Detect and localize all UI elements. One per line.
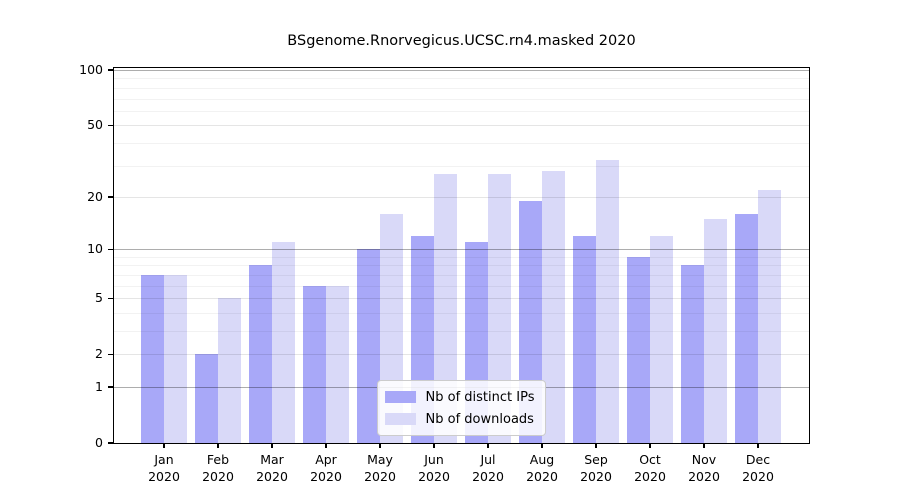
x-tick-dec [757, 443, 759, 448]
x-tick-label-jul: Jul 2020 [472, 452, 504, 484]
legend: Nb of distinct IPs Nb of downloads [376, 380, 547, 436]
x-tick-label-aug: Aug 2020 [526, 452, 558, 484]
bar-distinct-ips-apr [303, 285, 326, 443]
bar-downloads-nov [704, 218, 727, 443]
bar-downloads-apr [326, 285, 349, 443]
x-tick-label-nov: Nov 2020 [688, 452, 720, 484]
x-tick-mar [271, 443, 273, 448]
x-tick-label-feb: Feb 2020 [202, 452, 234, 484]
gridline-50 [114, 125, 809, 127]
bar-downloads-jun [434, 173, 457, 443]
bar-distinct-ips-feb [195, 354, 218, 443]
y-tick-label-1: 1 [95, 379, 103, 394]
gridline-minor-30 [114, 165, 809, 167]
x-tick-jan [163, 443, 165, 448]
x-tick-jun [433, 443, 435, 448]
x-tick-label-mar: Mar 2020 [256, 452, 288, 484]
x-tick-feb [217, 443, 219, 448]
bar-distinct-ips-mar [249, 265, 272, 443]
x-tick-label-jun: Jun 2020 [418, 452, 450, 484]
y-tick-2 [108, 353, 114, 355]
y-tick-label-5: 5 [95, 290, 103, 306]
gridline-minor-7 [114, 274, 809, 276]
y-tick-0 [108, 442, 114, 444]
downloads-swatch-icon [384, 412, 416, 426]
x-tick-apr [325, 443, 327, 448]
bar-distinct-ips-oct [627, 256, 650, 443]
distinct-ips-swatch-icon [384, 390, 416, 404]
gridline-minor-90 [114, 78, 809, 80]
y-tick-label-20: 20 [87, 188, 103, 204]
x-tick-oct [649, 443, 651, 448]
legend-label-downloads: Nb of downloads [425, 411, 534, 427]
gridline-minor-8 [114, 265, 809, 267]
bar-distinct-ips-nov [681, 265, 704, 443]
gridline-minor-70 [114, 98, 809, 100]
plot-area: Nb of distinct IPs Nb of downloads Jan 20… [79, 62, 810, 484]
x-tick-label-oct: Oct 2020 [634, 452, 666, 484]
x-tick-label-dec: Dec 2020 [742, 452, 774, 484]
bar-downloads-jul [488, 173, 511, 443]
bar-downloads-jan [164, 274, 187, 443]
bar-downloads-sep [596, 160, 619, 443]
x-tick-label-apr: Apr 2020 [310, 452, 342, 484]
gridline-minor-40 [114, 142, 809, 144]
y-tick-100 [108, 69, 114, 71]
bar-downloads-oct [650, 235, 673, 443]
y-tick-10 [108, 248, 114, 250]
x-tick-label-sep: Sep 2020 [580, 452, 612, 484]
x-tick-may [379, 443, 381, 448]
chart-title: BSgenome.Rnorvegicus.UCSC.rn4.masked 202… [287, 33, 636, 49]
y-tick-1 [108, 386, 114, 388]
gridline-5 [114, 298, 809, 300]
y-tick-label-50: 50 [87, 117, 103, 133]
y-tick-5 [108, 297, 114, 299]
bar-downloads-feb [218, 298, 241, 443]
bar-distinct-ips-jan [141, 274, 164, 443]
bar-downloads-mar [272, 242, 295, 443]
gridline-10 [114, 249, 809, 251]
x-tick-jul [487, 443, 489, 448]
y-tick-20 [108, 196, 114, 198]
gridline-minor-60 [114, 110, 809, 112]
legend-item-downloads: Nb of downloads [384, 408, 535, 430]
gridline-minor-9 [114, 256, 809, 258]
x-tick-label-may: May 2020 [364, 452, 396, 484]
y-tick-50 [108, 124, 114, 126]
y-tick-label-100: 100 [79, 62, 103, 77]
y-tick-label-2: 2 [95, 346, 103, 362]
bar-downloads-aug [542, 170, 565, 443]
grid-layer [114, 68, 809, 443]
y-tick-label-10: 10 [87, 241, 103, 257]
x-tick-aug [541, 443, 543, 448]
bar-downloads-dec [758, 189, 781, 443]
gridline-minor-6 [114, 285, 809, 287]
bar-distinct-ips-may [357, 249, 380, 443]
gridline-100 [114, 70, 809, 71]
gridline-20 [114, 196, 809, 198]
gridline-minor-4 [114, 312, 809, 314]
x-tick-nov [703, 443, 705, 448]
y-tick-label-0: 0 [95, 435, 103, 450]
x-tick-sep [595, 443, 597, 448]
gridline-2 [114, 354, 809, 356]
bar-distinct-ips-dec [735, 214, 758, 443]
legend-label-distinct-ips: Nb of distinct IPs [425, 389, 535, 405]
legend-item-distinct-ips: Nb of distinct IPs [384, 386, 535, 408]
gridline-minor-80 [114, 87, 809, 89]
bar-distinct-ips-sep [573, 235, 596, 443]
x-tick-label-jan: Jan 2020 [148, 452, 180, 484]
gridline-minor-3 [114, 331, 809, 332]
